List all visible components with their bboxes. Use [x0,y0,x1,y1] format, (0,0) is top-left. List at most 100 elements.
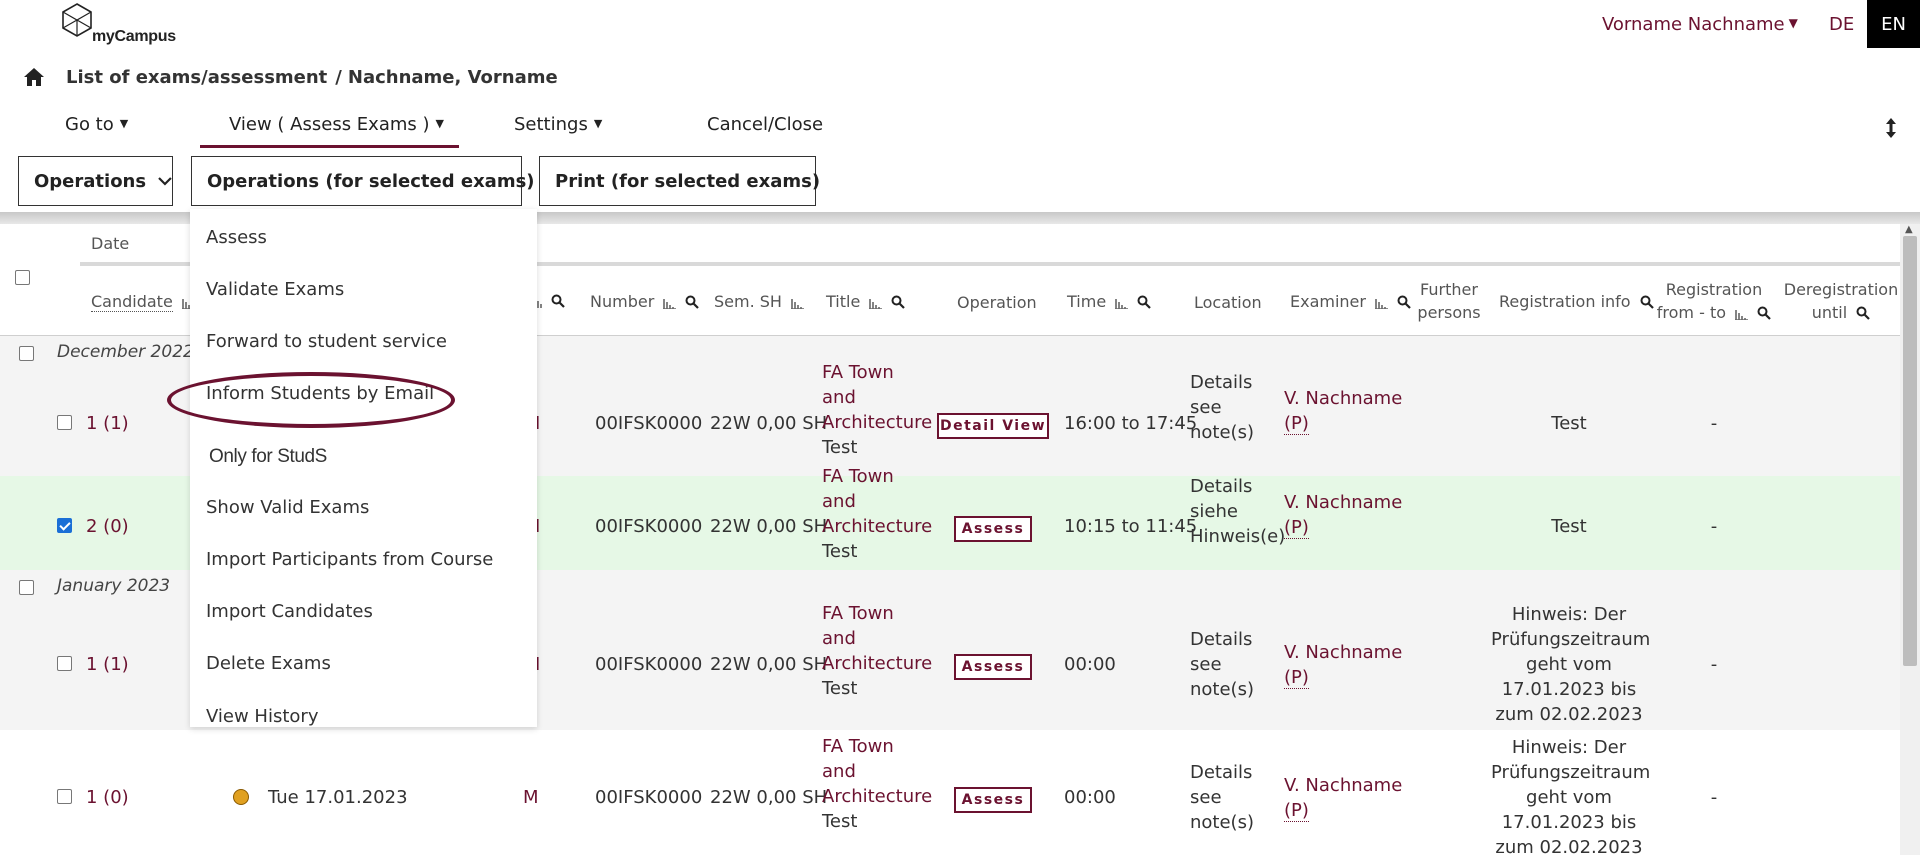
menu-view[interactable]: View ( Assess Exams ) ▼ [229,114,444,135]
operations-selected-button[interactable]: Operations (for selected exams) [191,156,535,206]
sort-icon[interactable] [1735,308,1749,320]
sort-icon[interactable] [663,297,677,309]
search-icon[interactable] [1137,295,1152,309]
row-checkbox-checked[interactable] [57,518,72,533]
expand-vertical-icon[interactable] [1883,117,1899,139]
dropdown-item-view-history[interactable]: View History [206,706,319,727]
reg-info-line: zum 02.02.2023 [1495,837,1643,855]
dropdown-item-delete-exams[interactable]: Delete Exams [206,653,331,674]
dropdown-item-validate-exams[interactable]: Validate Exams [206,279,345,300]
col-registration-header[interactable]: Registration from - to [1652,278,1776,324]
select-all-checkbox[interactable] [15,270,30,285]
menu-settings-label: Settings [514,114,588,135]
print-selected-button[interactable]: Print (for selected exams) [539,156,820,206]
search-icon[interactable] [1397,295,1411,309]
exam-location: Details see note(s) [1190,627,1254,702]
col-candidate-header[interactable]: Candidate [91,290,195,313]
scroll-up-arrow-icon[interactable]: ▲ [1905,224,1913,235]
row-checkbox[interactable] [57,656,72,671]
assess-button[interactable]: Assess [954,654,1032,680]
search-icon[interactable] [685,295,700,309]
mycampus-logo[interactable]: myCampus [60,2,180,50]
col-reg-info-header[interactable]: Registration info [1499,290,1654,313]
dropdown-item-inform-students-email[interactable]: Inform Students by Email [206,383,435,404]
search-icon[interactable] [1640,295,1654,309]
menu-goto-label: Go to [65,114,114,135]
menu-settings[interactable]: Settings ▼ [514,114,602,135]
breadcrumb: List of exams/assessment / Nachname, Vor… [22,62,558,92]
operations-button[interactable]: Operations [18,156,173,206]
user-menu[interactable]: Vorname Nachname ▼ [1602,14,1798,35]
scrollbar-thumb[interactable] [1903,236,1917,666]
group-checkbox[interactable] [19,580,34,595]
exam-title[interactable]: FA Town and Architecture Test [822,360,932,460]
assess-button[interactable]: Assess [954,516,1032,542]
home-icon[interactable] [22,65,46,89]
search-icon[interactable] [891,295,906,309]
examiner-link[interactable]: V. Nachname (P) [1284,386,1402,436]
examiner-link[interactable]: V. Nachname (P) [1284,640,1402,690]
row-checkbox[interactable] [57,789,72,804]
candidate-link[interactable]: 1 (0) [86,787,129,808]
exam-title[interactable]: FA Town and Architecture Test [822,601,932,701]
exam-semester: 22W 0,00 SH [710,787,828,808]
sort-icon[interactable] [791,297,805,309]
examiner-link[interactable]: V. Nachname (P) [1284,490,1402,540]
caret-down-icon: ▼ [1788,16,1798,30]
detail-view-button[interactable]: Detail View [937,413,1049,439]
reg-info-line: geht vom [1526,787,1612,808]
location-line: note(s) [1190,422,1254,443]
col-deregistration-header[interactable]: Deregistration until [1782,278,1900,324]
col-title-header[interactable]: Title [826,290,906,313]
col-number-header[interactable]: Number [590,290,700,313]
registration-info: Hinweis: Der Prüfungszeitraum geht vom 1… [1491,602,1650,727]
examiner-role: (P) [1284,667,1309,689]
exam-title[interactable]: FA Town and Architecture Test [822,464,932,564]
examiner-link[interactable]: V. Nachname (P) [1284,773,1402,823]
dropdown-item-import-participants[interactable]: Import Participants from Course [206,549,494,570]
breadcrumb-separator: / [335,66,342,88]
menu-goto[interactable]: Go to ▼ [65,114,128,135]
assess-button[interactable]: Assess [954,787,1032,813]
title-line: FA Town [822,466,894,487]
language-de-link[interactable]: DE [1829,14,1855,35]
sort-icon[interactable] [181,297,195,309]
candidate-link[interactable]: 1 (1) [86,654,129,675]
search-icon[interactable] [1757,306,1771,320]
operations-selected-dropdown: Assess Validate Exams Forward to student… [190,209,537,727]
exam-number: 00IFSK0000 [595,413,703,434]
col-sem-header[interactable]: Sem. SH [714,290,805,313]
col-dereg-line2: until [1811,303,1848,322]
reg-info-line: Prüfungszeitraum [1491,762,1651,783]
partial-search-icon[interactable] [551,294,565,308]
col-date-header[interactable]: Date [91,234,130,253]
col-examiner-header[interactable]: Examiner [1290,290,1411,313]
search-icon[interactable] [1856,306,1871,320]
exam-title[interactable]: FA Town and Architecture Test [822,734,932,834]
title-line: Test [822,678,858,699]
group-checkbox[interactable] [19,346,34,361]
col-further-line1: Further [1420,280,1478,299]
table-row: 1 (0) Tue 17.01.2023 M 00IFSK0000 22W 0,… [0,730,1900,855]
dropdown-item-forward-student-service[interactable]: Forward to student service [206,331,447,352]
location-line: note(s) [1190,679,1254,700]
sort-icon[interactable] [869,297,883,309]
language-en-link[interactable]: EN [1867,0,1920,48]
menu-cancel-close[interactable]: Cancel/Close [707,114,823,135]
dropdown-section-header: Only for StudS [209,446,327,467]
candidate-link[interactable]: 1 (1) [86,413,129,434]
dropdown-item-assess[interactable]: Assess [206,227,267,248]
col-dereg-line1: Deregistration [1783,280,1899,299]
table-scrollbar[interactable]: ▲ [1900,224,1920,855]
menu-view-label: View ( Assess Exams ) [229,114,430,135]
candidate-link[interactable]: 2 (0) [86,516,129,537]
sort-icon[interactable] [1375,297,1389,309]
location-line: Details [1190,629,1253,650]
exam-semester: 22W 0,00 SH [710,654,828,675]
sort-icon[interactable] [1115,297,1129,309]
col-time-header[interactable]: Time [1067,290,1152,313]
dropdown-item-import-candidates[interactable]: Import Candidates [206,601,373,622]
row-checkbox[interactable] [57,415,72,430]
examiner-name: V. Nachname [1284,775,1403,796]
dropdown-item-show-valid-exams[interactable]: Show Valid Exams [206,497,370,518]
